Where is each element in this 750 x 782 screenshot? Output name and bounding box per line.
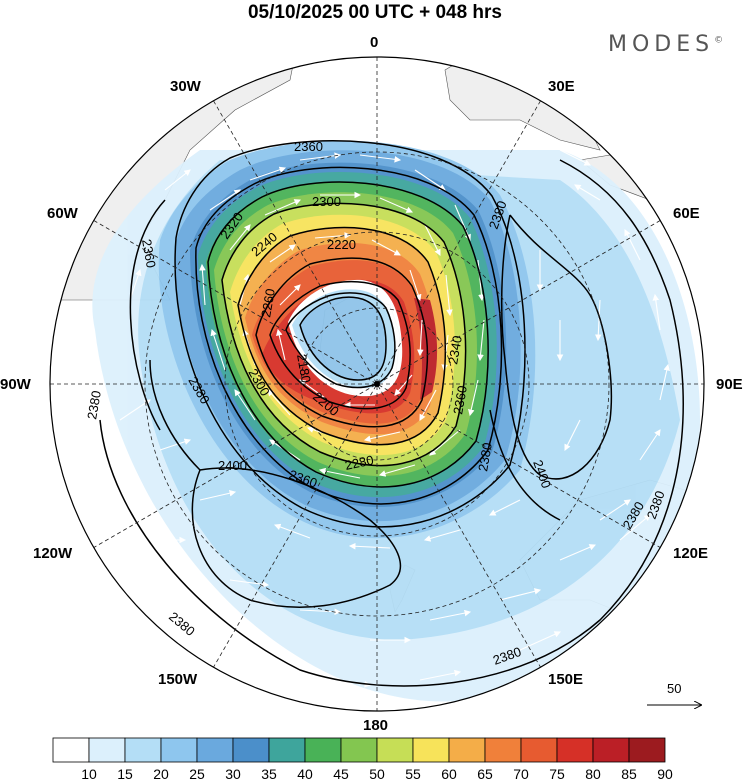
colorbar-tick-label: 20 bbox=[153, 766, 169, 782]
colorbar-swatch bbox=[628, 737, 666, 763]
colorbar-swatch bbox=[340, 737, 378, 763]
meridian-label-30w: 30W bbox=[170, 78, 201, 95]
meridian-label-30e: 30E bbox=[548, 78, 575, 95]
colorbar-tick-label: 35 bbox=[261, 766, 277, 782]
meridian-label-120w: 120W bbox=[33, 545, 73, 562]
meridian-label-0: 0 bbox=[370, 34, 379, 51]
colorbar-swatch bbox=[592, 737, 630, 763]
colorbar-swatch bbox=[304, 737, 342, 763]
colorbar-swatch bbox=[160, 737, 198, 763]
colorbar-swatch bbox=[376, 737, 414, 763]
contour-label: 2360 bbox=[139, 238, 159, 269]
contour-label: 2280 bbox=[344, 452, 375, 473]
colorbar-swatch bbox=[268, 737, 306, 763]
graticule bbox=[50, 57, 704, 711]
colorbar-swatch bbox=[88, 737, 126, 763]
contour-label: 2360 bbox=[294, 139, 323, 154]
wind-speed-shading bbox=[92, 140, 701, 702]
colorbar-swatch bbox=[232, 737, 270, 763]
colorbar-swatch bbox=[520, 737, 558, 763]
colorbar-swatch bbox=[484, 737, 522, 763]
contour-label: 2260 bbox=[258, 287, 278, 318]
contour-label: 2300 bbox=[312, 194, 341, 209]
meridian-label-180: 180 bbox=[363, 717, 389, 734]
colorbar-tick-label: 50 bbox=[369, 766, 385, 782]
south-pole-marker bbox=[374, 381, 380, 387]
colorbar-swatch bbox=[556, 737, 594, 763]
colorbar-tick-label: 70 bbox=[513, 766, 529, 782]
colorbar-swatch bbox=[448, 737, 486, 763]
colorbar-tick-label: 25 bbox=[189, 766, 205, 782]
contour-label: 2380 bbox=[475, 441, 495, 472]
colorbar-tick-label: 60 bbox=[441, 766, 457, 782]
colorbar-tick-label: 30 bbox=[225, 766, 241, 782]
map-title: 05/10/2025 00 UTC + 048 hrs bbox=[247, 2, 503, 23]
contour-label: 2340 bbox=[445, 334, 465, 365]
meridian-label-60e: 60E bbox=[673, 205, 700, 222]
colorbar-swatch bbox=[412, 737, 450, 763]
brand-copyright-mark: © bbox=[714, 35, 724, 46]
contour-label: 2180 bbox=[294, 353, 314, 384]
meridian-label-120e: 120E bbox=[673, 545, 709, 562]
colorbar-tick-label: 80 bbox=[585, 766, 601, 782]
meridian-label-90w: 90W bbox=[0, 376, 31, 393]
brand-logo: MODES© bbox=[608, 32, 723, 57]
brand-name: MODES bbox=[608, 32, 715, 57]
reference-vector: 50 bbox=[647, 681, 701, 705]
colorbar-tick-label: 75 bbox=[549, 766, 565, 782]
meridian-label-90e: 90E bbox=[716, 376, 743, 393]
contour-label: 2360 bbox=[450, 384, 470, 415]
colorbar-tick-label: 40 bbox=[297, 766, 313, 782]
map-boundary bbox=[49, 56, 705, 712]
contour-label: 2400 bbox=[218, 458, 247, 473]
colorbar-swatch bbox=[52, 737, 90, 763]
colorbar bbox=[52, 737, 666, 763]
colorbar-tick-label: 55 bbox=[405, 766, 421, 782]
colorbar-swatch bbox=[196, 737, 234, 763]
colorbar-swatch bbox=[124, 737, 162, 763]
colorbar-tick-label: 45 bbox=[333, 766, 349, 782]
wind-vectors bbox=[119, 149, 670, 688]
colorbar-tick-label: 10 bbox=[81, 766, 97, 782]
meridian-label-150w: 150W bbox=[158, 671, 198, 688]
colorbar-tick-label: 85 bbox=[621, 766, 637, 782]
reference-vector-label: 50 bbox=[667, 681, 681, 696]
colorbar-tick-label: 15 bbox=[117, 766, 133, 782]
colorbar-tick-label: 90 bbox=[657, 766, 673, 782]
contour-label: 2380 bbox=[84, 389, 104, 420]
contour-label: 2220 bbox=[327, 237, 356, 252]
meridian-label-60w: 60W bbox=[47, 205, 78, 222]
colorbar-tick-label: 65 bbox=[477, 766, 493, 782]
meridian-label-150e: 150E bbox=[548, 671, 584, 688]
